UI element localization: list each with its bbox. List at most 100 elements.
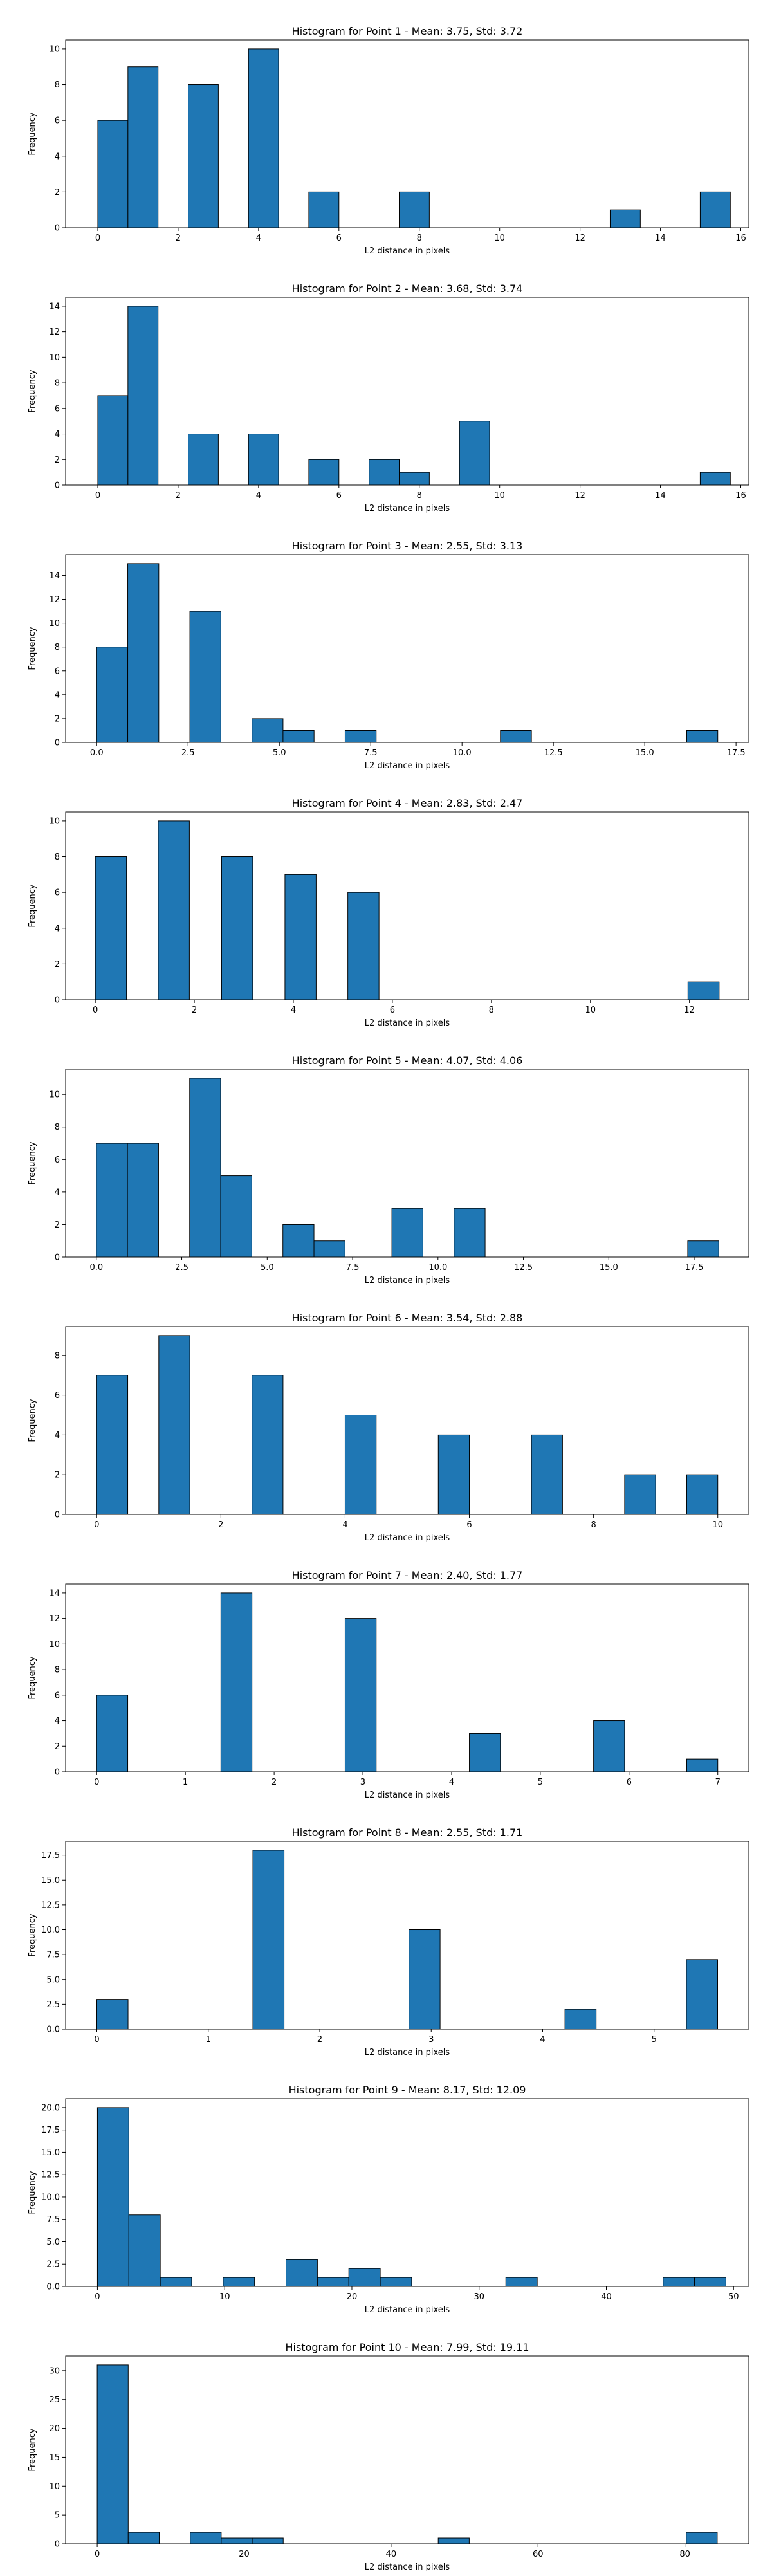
histogram-bar: [160, 2277, 192, 2287]
y-tick-label: 10: [49, 353, 60, 363]
histogram-chart: Histogram for Point 7 - Mean: 2.40, Std:…: [28, 1569, 749, 1800]
x-axis-label: L2 distance in pixels: [365, 761, 450, 771]
y-tick-label: 0: [55, 1253, 60, 1263]
x-tick-label: 0: [95, 234, 100, 243]
histogram-chart: Histogram for Point 8 - Mean: 2.55, Std:…: [28, 1826, 749, 2057]
x-tick-label: 16: [735, 491, 746, 501]
histogram-bar: [282, 1224, 315, 1258]
x-tick-label: 10.0: [428, 1263, 447, 1273]
chart-title: Histogram for Point 1 - Mean: 3.75, Std:…: [292, 25, 523, 37]
y-tick-label: 4: [55, 1431, 60, 1440]
histogram-bar: [344, 1415, 377, 1515]
x-tick-label: 60: [533, 2550, 544, 2559]
plot-frame: [65, 554, 749, 743]
y-tick-label: 0.0: [46, 2025, 60, 2035]
y-tick-label: 10: [49, 1090, 60, 1100]
x-tick-label: 80: [679, 2550, 690, 2559]
histogram-bar: [686, 1959, 718, 2030]
x-tick-label: 5: [538, 1778, 543, 1787]
x-tick-label: 15.0: [636, 748, 654, 758]
x-tick-label: 10: [494, 234, 505, 243]
y-tick-label: 2: [55, 1220, 60, 1230]
x-tick-label: 6: [336, 234, 342, 243]
x-tick-label: 17.5: [685, 1263, 704, 1273]
y-tick-label: 8: [55, 852, 60, 862]
x-tick-label: 6: [336, 491, 342, 501]
x-tick-label: 0: [93, 1006, 98, 1015]
y-tick-label: 6: [55, 888, 60, 898]
x-tick-label: 10: [585, 1006, 596, 1015]
y-tick-label: 0: [55, 739, 60, 748]
y-tick-label: 14: [49, 1588, 60, 1598]
y-tick-label: 15.0: [41, 2148, 60, 2158]
y-tick-label: 0: [55, 1768, 60, 1778]
histogram-chart: Histogram for Point 2 - Mean: 3.68, Std:…: [28, 282, 749, 513]
y-tick-label: 2: [55, 1742, 60, 1752]
histogram-bar: [531, 1434, 563, 1515]
histogram-bar: [564, 2009, 597, 2030]
x-tick-label: 5: [652, 2035, 657, 2045]
y-tick-label: 2: [55, 960, 60, 970]
histogram-bar: [459, 421, 490, 486]
histogram-chart: Histogram for Point 10 - Mean: 7.99, Std…: [28, 2341, 749, 2572]
plot-frame: [65, 1069, 749, 1258]
y-tick-label: 8: [55, 643, 60, 652]
x-tick-label: 1: [206, 2035, 211, 2045]
histogram-bar: [454, 1208, 486, 1258]
y-axis-label: Frequency: [28, 112, 37, 155]
histogram-bar: [686, 1758, 719, 1772]
y-tick-label: 15.0: [41, 1876, 60, 1886]
histogram-panel: Histogram for Point 4 - Mean: 2.83, Std:…: [0, 772, 772, 1029]
y-tick-label: 8: [55, 1123, 60, 1132]
x-tick-label: 12: [574, 234, 585, 243]
x-axis-label: L2 distance in pixels: [365, 504, 450, 513]
x-axis-label: L2 distance in pixels: [365, 1790, 450, 1800]
x-tick-label: 2: [271, 1778, 277, 1787]
y-tick-label: 0: [55, 224, 60, 234]
y-axis-label: Frequency: [28, 1913, 37, 1956]
x-axis-label: L2 distance in pixels: [365, 246, 450, 256]
x-tick-label: 7.5: [346, 1263, 360, 1273]
x-tick-label: 12: [574, 491, 585, 501]
histogram-panel: Histogram for Point 6 - Mean: 3.54, Std:…: [0, 1287, 772, 1544]
histogram-chart: Histogram for Point 6 - Mean: 3.54, Std:…: [28, 1312, 749, 1543]
y-tick-label: 12: [49, 327, 60, 337]
x-tick-label: 10.0: [453, 748, 472, 758]
x-tick-label: 7: [715, 1778, 721, 1787]
histogram-bar: [409, 1929, 441, 2030]
histogram-bar: [624, 1474, 656, 1515]
y-tick-label: 0.0: [46, 2283, 60, 2292]
y-tick-label: 2.5: [46, 2260, 60, 2270]
chart-title: Histogram for Point 4 - Mean: 2.83, Std:…: [292, 797, 523, 809]
y-tick-label: 17.5: [41, 1851, 60, 1861]
histogram-bar: [687, 1240, 719, 1258]
histogram-bar: [391, 1208, 423, 1258]
histogram-bar: [96, 1695, 129, 1772]
x-tick-label: 40: [386, 2550, 397, 2559]
x-axis-label: L2 distance in pixels: [365, 2305, 450, 2315]
histogram-bar: [609, 209, 641, 228]
y-tick-label: 5.0: [46, 1975, 60, 1985]
histogram-bar: [469, 1733, 501, 1772]
histogram-bar: [252, 1375, 284, 1515]
y-tick-label: 6: [55, 1691, 60, 1700]
x-tick-label: 0: [94, 2035, 99, 2045]
y-tick-label: 17.5: [41, 2126, 60, 2135]
y-tick-label: 12: [49, 595, 60, 605]
histogram-bar: [221, 856, 253, 1000]
x-tick-label: 5.0: [261, 1263, 274, 1273]
plot-frame: [65, 2355, 749, 2544]
histogram-bar: [190, 2532, 222, 2544]
histogram-bar: [344, 730, 377, 743]
x-tick-label: 0.0: [90, 748, 104, 758]
histogram-bar: [128, 2214, 161, 2287]
x-tick-label: 3: [428, 2035, 434, 2045]
histogram-bar: [686, 2532, 718, 2544]
x-tick-label: 8: [591, 1520, 596, 1530]
histogram-bar: [189, 1078, 221, 1258]
y-tick-label: 7.5: [46, 1951, 60, 1960]
x-tick-label: 16: [735, 234, 746, 243]
chart-title: Histogram for Point 8 - Mean: 2.55, Std:…: [292, 1826, 523, 1839]
y-tick-label: 6: [55, 1391, 60, 1401]
histogram-bar: [687, 981, 720, 1000]
